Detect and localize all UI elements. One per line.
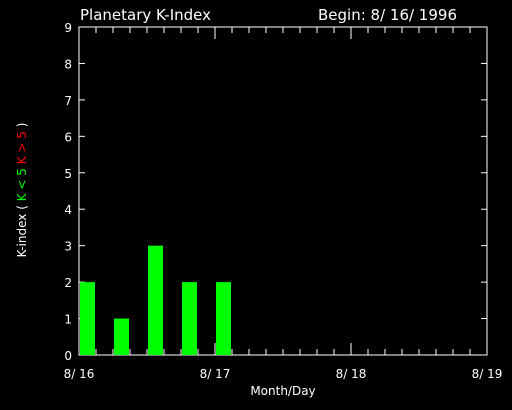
x-tick-label: 8/ 19 [472, 367, 503, 381]
y-axis: 0 1 2 3 4 5 6 7 8 9 [64, 21, 487, 363]
y-tick-label: 6 [64, 130, 72, 144]
k-index-bar [148, 245, 163, 355]
y-tick-label: 1 [64, 313, 72, 327]
y-axis-label: K-index ( K < 5 K > 5 ) [15, 123, 29, 258]
chart-title: Planetary K-Index [80, 6, 211, 24]
k-index-bar [216, 282, 231, 355]
x-axis: 8/ 16 8/ 17 8/ 18 8/ 19 [64, 27, 503, 381]
y-axis-label-part: K > 5 [15, 131, 29, 168]
x-tick-label: 8/ 18 [336, 367, 367, 381]
k-index-bar [182, 282, 197, 355]
x-tick-label: 8/ 17 [200, 367, 231, 381]
y-axis-label-part: ( [15, 205, 29, 214]
x-tick-label: 8/ 16 [64, 367, 95, 381]
k-index-bar [114, 318, 129, 355]
y-tick-label: 7 [64, 94, 72, 108]
x-axis-label: Month/Day [250, 384, 315, 398]
y-tick-label: 8 [64, 57, 72, 71]
y-tick-label: 4 [64, 203, 72, 217]
y-tick-label: 3 [64, 240, 72, 254]
y-tick-label: 0 [64, 349, 72, 363]
y-tick-label: 2 [64, 276, 72, 290]
y-tick-label: 5 [64, 167, 72, 181]
plot-frame [78, 26, 488, 356]
y-axis-label-part: ) [15, 123, 29, 132]
y-tick-label: 9 [64, 21, 72, 35]
bar-series [80, 245, 231, 355]
begin-date-label: Begin: 8/ 16/ 1996 [318, 6, 457, 24]
y-axis-label-part: K-index [15, 214, 29, 258]
k-index-bar [80, 282, 95, 355]
y-axis-label-part: K < 5 [15, 168, 29, 205]
